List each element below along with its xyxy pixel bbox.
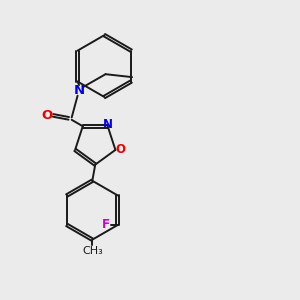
Text: N: N bbox=[103, 118, 113, 131]
Text: CH₃: CH₃ bbox=[82, 246, 103, 256]
Text: O: O bbox=[41, 109, 52, 122]
Text: O: O bbox=[116, 143, 126, 156]
Text: F: F bbox=[101, 218, 110, 231]
Text: N: N bbox=[74, 84, 85, 97]
